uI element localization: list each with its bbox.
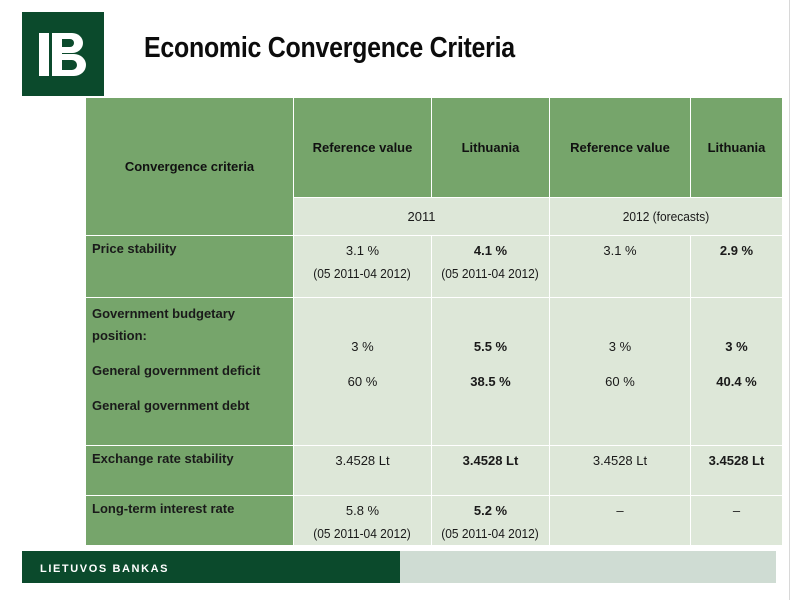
cell-lithuania-2011: 4.1 % (05 2011-04 2012) — [431, 235, 550, 298]
cell-lithuania-2011: 5.5 % 38.5 % — [431, 297, 550, 446]
cell-period: (05 2011-04 2012) — [441, 526, 540, 541]
footer-band-light — [400, 551, 776, 583]
convergence-table: Convergence criteria Reference value Lit… — [85, 97, 783, 546]
cell-reference-2011: 3.4528 Lt — [293, 445, 432, 496]
cell-value: 5.8 % — [345, 503, 380, 518]
cell-reference-2012: – — [549, 495, 691, 546]
header-lithuania-2012: Lithuania — [690, 97, 783, 198]
cell-lithuania-2011: 5.2 % (05 2011-04 2012) — [431, 495, 550, 546]
cell-reference-2012: 3.1 % — [549, 235, 691, 298]
table-row-interest-rate: Long-term interest rate 5.8 % (05 2011-0… — [85, 495, 783, 546]
cell-value-debt: 38.5 % — [470, 374, 511, 389]
bank-logo — [22, 12, 104, 96]
cell-reference-2011: 3.1 % (05 2011-04 2012) — [293, 235, 432, 298]
table-row-budgetary-position: Government budgetary position: General g… — [85, 297, 783, 446]
cell-value-debt: 60 % — [605, 374, 635, 389]
cell-lithuania-2012: – — [690, 495, 783, 546]
row-label: Long-term interest rate — [85, 495, 294, 546]
year-2012-label: 2012 (forecasts) — [622, 209, 710, 224]
cell-lithuania-2012: 3 % 40.4 % — [690, 297, 783, 446]
cell-lithuania-2012: 2.9 % — [690, 235, 783, 298]
cell-value-debt: 60 % — [347, 374, 378, 389]
year-2011: 2011 — [293, 197, 550, 236]
cell-value: 3.1 % — [345, 243, 380, 258]
cell-value: 5.2 % — [473, 503, 508, 518]
cell-value: 4.1 % — [473, 243, 508, 258]
cell-reference-2011: 5.8 % (05 2011-04 2012) — [293, 495, 432, 546]
cell-lithuania-2011: 3.4528 Lt — [431, 445, 550, 496]
slide-title: Economic Convergence Criteria — [144, 32, 515, 64]
bank-monogram-icon — [39, 33, 86, 76]
row-label-debt: General government debt — [92, 398, 250, 413]
right-edge-rule — [789, 0, 790, 600]
cell-period: (05 2011-04 2012) — [313, 526, 412, 541]
cell-value-deficit: 3 % — [608, 339, 632, 354]
cell-reference-2012: 3 % 60 % — [549, 297, 691, 446]
cell-reference-2011: 3 % 60 % — [293, 297, 432, 446]
row-label-main: Government budgetary position: — [92, 306, 236, 343]
cell-value-deficit: 5.5 % — [473, 339, 508, 354]
cell-value-deficit: 3 % — [725, 339, 748, 354]
cell-period: (05 2011-04 2012) — [313, 266, 412, 281]
cell-lithuania-2012: 3.4528 Lt — [690, 445, 783, 496]
cell-reference-2012: 3.4528 Lt — [549, 445, 691, 496]
cell-value-deficit: 3 % — [351, 339, 374, 354]
year-2012: 2012 (forecasts) — [549, 197, 783, 236]
row-label: Price stability — [85, 235, 294, 298]
footer-band-dark — [22, 551, 400, 583]
table-row-price-stability: Price stability 3.1 % (05 2011-04 2012) … — [85, 235, 783, 298]
cell-value-debt: 40.4 % — [716, 374, 757, 389]
header-reference-2011: Reference value — [293, 97, 432, 198]
table-row-exchange-rate: Exchange rate stability 3.4528 Lt 3.4528… — [85, 445, 783, 496]
footer-bank-name: LIETUVOS BANKAS — [40, 563, 170, 575]
row-label: Exchange rate stability — [85, 445, 294, 496]
cell-period: (05 2011-04 2012) — [441, 266, 540, 281]
header-lithuania-2011: Lithuania — [431, 97, 550, 198]
header-reference-2012: Reference value — [549, 97, 691, 198]
row-label: Government budgetary position: General g… — [85, 297, 294, 446]
row-label-deficit: General government deficit — [92, 363, 261, 378]
header-criteria: Convergence criteria — [85, 97, 294, 236]
